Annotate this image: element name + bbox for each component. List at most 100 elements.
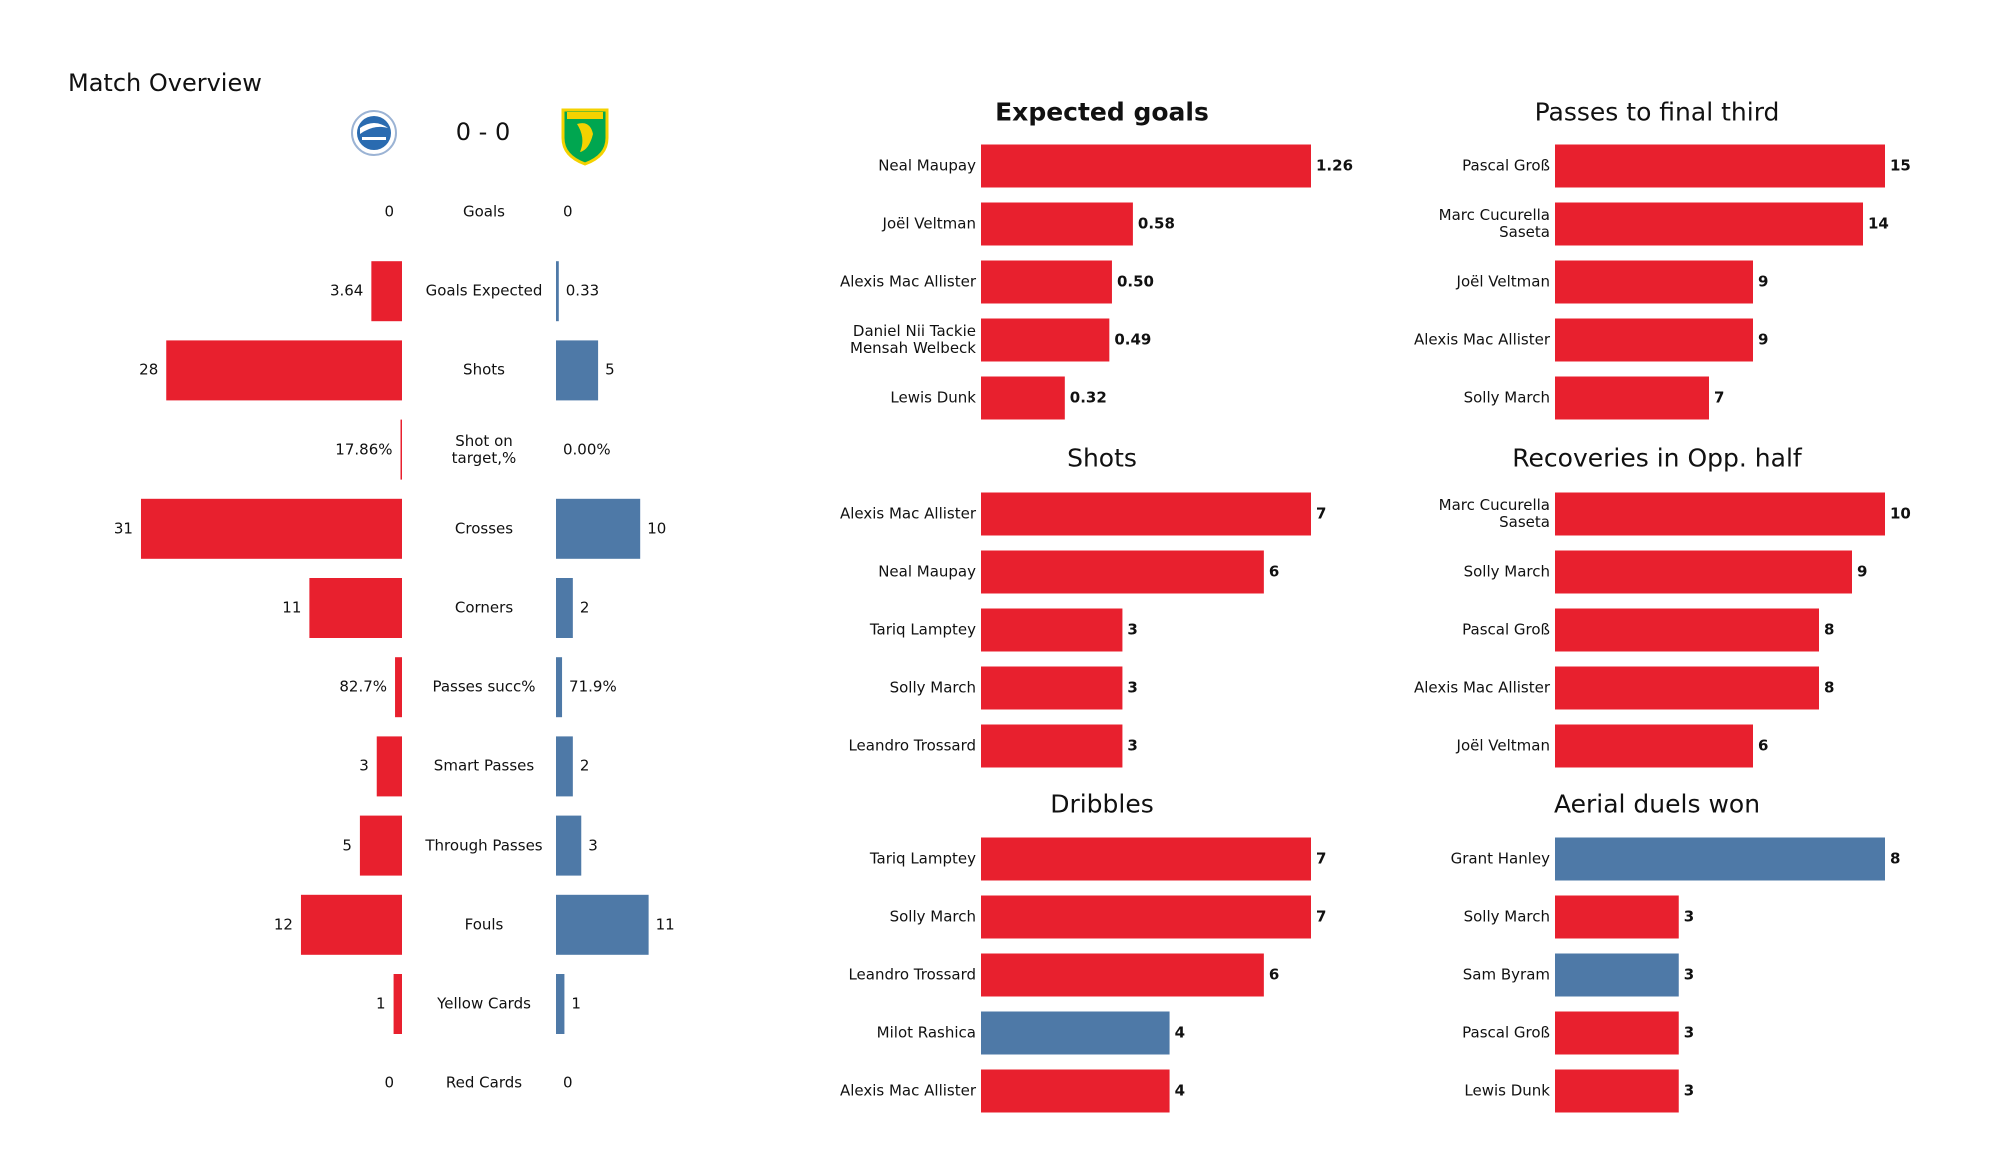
home-value: 17.86%: [335, 439, 393, 458]
player-name: Marc Cucurella Saseta: [1438, 495, 1550, 531]
away-bar: [556, 261, 559, 322]
player-name: Pascal Groß: [1462, 620, 1550, 639]
away-value: 0: [563, 202, 573, 221]
chart-title: Expected goals: [995, 97, 1209, 127]
bar: [981, 1069, 1170, 1113]
player-name: Neal Maupay: [878, 562, 976, 581]
home-bar: [359, 815, 402, 876]
away-bar: [556, 498, 641, 559]
player-name: Solly March: [1463, 907, 1550, 926]
bar: [1555, 376, 1709, 420]
player-name: Tariq Lamptey: [869, 620, 976, 639]
data-label: 3: [1683, 907, 1695, 926]
data-label: 0.49: [1114, 330, 1152, 349]
data-label: 0.32: [1069, 388, 1107, 407]
player-name: Lewis Dunk: [1464, 1081, 1550, 1100]
player-name: Sam Byram: [1462, 965, 1550, 984]
bar: [981, 260, 1112, 304]
home-value: 0: [384, 1073, 394, 1092]
bar: [1555, 550, 1852, 594]
home-value: 11: [282, 598, 302, 617]
player-name: Leandro Trossard: [848, 965, 976, 984]
stat-label: Smart Passes: [433, 756, 535, 775]
stat-label: Fouls: [464, 915, 504, 934]
data-label: 6: [1268, 562, 1280, 581]
stat-label: Red Cards: [445, 1073, 523, 1092]
bar: [981, 318, 1110, 362]
data-label: 3: [1683, 965, 1695, 984]
away-logo: [561, 108, 609, 166]
away-bar: [556, 815, 582, 876]
home-value: 28: [139, 360, 159, 379]
home-value: 3.64: [329, 281, 364, 300]
home-bar: [400, 419, 402, 480]
player-name: Pascal Groß: [1462, 156, 1550, 175]
data-label: 6: [1268, 965, 1280, 984]
bar: [981, 724, 1123, 768]
away-bar: [556, 657, 563, 718]
away-value: 71.9%: [569, 677, 617, 696]
bar: [981, 895, 1311, 939]
data-label: 7: [1714, 388, 1725, 407]
stat-label: Goals: [463, 202, 505, 221]
home-value: 5: [342, 835, 352, 854]
bar: [981, 953, 1264, 997]
data-label: 3: [1683, 1081, 1695, 1100]
home-value: 1: [376, 994, 386, 1013]
stat-label: Shots: [463, 360, 505, 379]
bar: [1555, 1069, 1679, 1113]
away-value: 10: [647, 519, 667, 538]
stat-label: Shot on target,%: [451, 431, 517, 467]
away-value: 0.33: [565, 281, 600, 300]
player-name: Solly March: [1463, 562, 1550, 581]
data-label: 9: [1758, 272, 1769, 291]
score: 0 - 0: [455, 118, 511, 147]
home-bar: [393, 974, 402, 1034]
chart-title: Aerial duels won: [1553, 789, 1761, 819]
home-value: 3: [359, 756, 369, 775]
data-label: 4: [1174, 1081, 1185, 1100]
away-value: 2: [579, 598, 590, 617]
home-logo: [351, 110, 397, 156]
data-label: 3: [1683, 1023, 1695, 1042]
data-label: 14: [1868, 214, 1889, 233]
player-name: Alexis Mac Allister: [839, 504, 976, 523]
data-label: 4: [1174, 1023, 1185, 1042]
player-name: Joël Veltman: [1456, 736, 1550, 755]
player-name: Neal Maupay: [878, 156, 976, 175]
player-name: Daniel Nii Tackie Mensah Welbeck: [850, 321, 976, 357]
chart-title: Dribbles: [1050, 789, 1154, 819]
player-name: Solly March: [1463, 388, 1550, 407]
home-bar: [309, 578, 402, 638]
player-name: Alexis Mac Allister: [1413, 678, 1550, 697]
data-label: 1.26: [1316, 156, 1354, 175]
player-name: Tariq Lamptey: [869, 849, 976, 868]
data-label: 9: [1758, 330, 1769, 349]
away-value: 3: [588, 835, 598, 854]
player-name: Milot Rashica: [876, 1023, 976, 1042]
bar: [981, 376, 1065, 420]
bar: [981, 144, 1311, 188]
player-name: Solly March: [889, 678, 976, 697]
home-value: 31: [113, 519, 133, 538]
player-name: Marc Cucurella Saseta: [1438, 205, 1550, 241]
bar: [1555, 1011, 1679, 1055]
bar: [1555, 666, 1819, 710]
player-name: Solly March: [889, 907, 976, 926]
bar: [1555, 724, 1753, 768]
data-label: 0.50: [1116, 272, 1154, 291]
stat-label: Passes succ%: [432, 677, 536, 696]
away-value: 0.00%: [563, 439, 611, 458]
away-value: 2: [579, 756, 590, 775]
player-name: Alexis Mac Allister: [839, 272, 976, 291]
data-label: 15: [1890, 156, 1911, 175]
bar: [1555, 260, 1753, 304]
stat-label: Corners: [454, 598, 514, 617]
bar: [981, 1011, 1170, 1055]
bar: [1555, 202, 1863, 246]
data-label: 10: [1890, 504, 1911, 523]
player-name: Alexis Mac Allister: [1413, 330, 1550, 349]
bar: [1555, 492, 1885, 536]
